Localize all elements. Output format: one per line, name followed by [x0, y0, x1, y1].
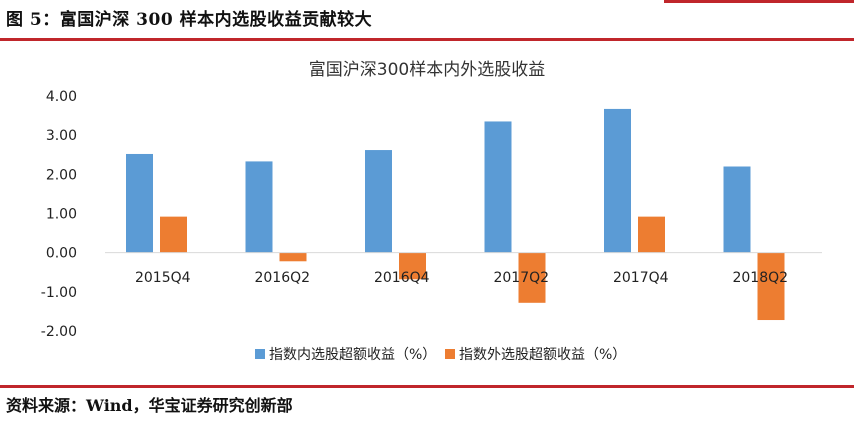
bar-in-2016Q4	[365, 150, 392, 253]
x-category-label: 2018Q2	[732, 270, 788, 286]
bars	[126, 108, 785, 321]
y-tick-label: 0.00	[46, 246, 77, 262]
x-category-label: 2015Q4	[135, 270, 191, 286]
bottom-rule	[0, 385, 854, 388]
bar-out-2017Q4	[638, 216, 665, 253]
top-accent-bar	[664, 0, 854, 3]
y-tick-label: 2.00	[46, 167, 77, 183]
bar-out-2015Q4	[160, 216, 187, 253]
category-labels: 2015Q4 2016Q2 2016Q4 2017Q2 2017Q4 2018Q2	[135, 270, 788, 286]
y-tick-label: 3.00	[46, 128, 77, 144]
bar-out-2017Q2	[518, 252, 546, 303]
bar-in-2017Q4	[604, 108, 631, 253]
y-axis: 4.00 3.00 2.00 1.00 0.00 -1.00 -2.00	[41, 89, 77, 340]
bar-in-2016Q2	[245, 161, 273, 253]
x-category-label: 2017Q2	[493, 270, 549, 286]
y-tick-label: 1.00	[46, 207, 77, 223]
y-tick-label: 4.00	[46, 89, 77, 105]
bar-in-2018Q2	[723, 166, 751, 253]
legend-swatch-out	[445, 349, 455, 359]
bar-out-2018Q2	[757, 252, 785, 321]
bar-out-2016Q2	[279, 252, 307, 262]
legend-label-out: 指数外选股超额收益（%）	[459, 347, 626, 363]
y-tick-label: -2.00	[41, 324, 77, 340]
legend: 指数内选股超额收益（%） 指数外选股超额收益（%）	[255, 347, 626, 363]
x-category-label: 2016Q4	[374, 270, 430, 286]
bar-out-2016Q4	[399, 252, 426, 280]
bar-in-2015Q4	[126, 153, 153, 253]
y-tick-label: -1.00	[41, 285, 77, 301]
bar-in-2017Q2	[484, 121, 512, 253]
top-rule	[0, 38, 854, 41]
legend-swatch-in	[255, 349, 265, 359]
x-category-label: 2016Q2	[254, 270, 310, 286]
source-note: 资料来源：Wind，华宝证券研究创新部	[6, 396, 293, 415]
figure-title: 图 5：富国沪深 300 样本内选股收益贡献较大	[6, 10, 373, 30]
chart-title: 富国沪深300样本内外选股收益	[309, 60, 545, 80]
x-category-label: 2017Q4	[613, 270, 669, 286]
legend-label-in: 指数内选股超额收益（%）	[269, 347, 436, 363]
